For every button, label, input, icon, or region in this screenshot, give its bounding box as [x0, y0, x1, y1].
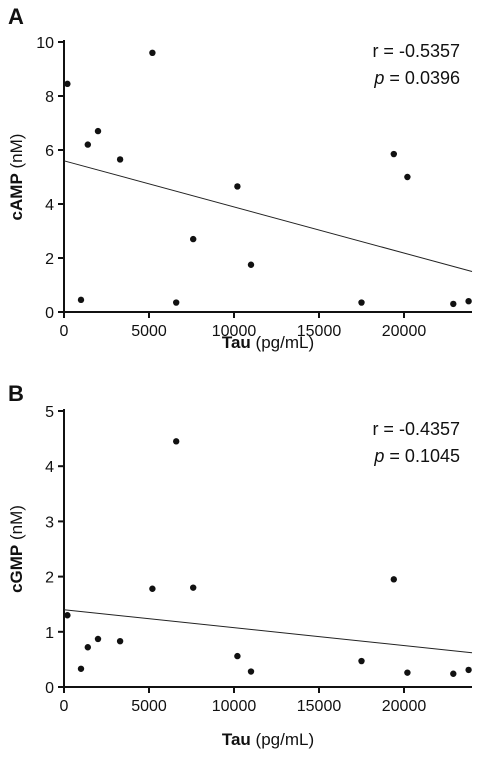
panel-a: A 0 2 4 6 8 10 0 5000 10000 15000 20000 Tau (pg/mL) c… [7, 4, 473, 352]
scatter-chart-b: B 0 1 2 3 4 5 0 5000 10000 15000 20000 Tau (pg/mL) cG… [7, 381, 473, 749]
x-tick-label: 0 [60, 698, 69, 715]
data-point [234, 652, 241, 660]
y-tick-label: 6 [45, 143, 54, 160]
stat-p-symbol: p [373, 446, 384, 466]
panel-b: B 0 1 2 3 4 5 0 5000 10000 15000 20000 Tau (pg/mL) cG… [0, 379, 479, 758]
stat-p: p = 0.1045 [373, 446, 460, 466]
data-point [465, 298, 472, 305]
data-point [94, 127, 102, 135]
data-point [404, 173, 411, 181]
y-axis-title-main: cAMP [7, 173, 26, 220]
data-point [84, 141, 92, 148]
stat-r: r = -0.4357 [372, 419, 460, 439]
y-axis-title-unit: (nM) [7, 505, 26, 545]
data-point [84, 644, 92, 651]
panel-label: A [8, 4, 24, 29]
x-tick-label: 5000 [131, 323, 167, 340]
stat-p-value: = 0.1045 [384, 446, 460, 466]
x-tick-label: 20000 [382, 698, 427, 715]
x-tick-label: 10000 [212, 698, 257, 715]
x-tick-label: 0 [60, 323, 69, 340]
data-point [358, 657, 365, 665]
x-tick-label: 15000 [297, 698, 342, 715]
y-tick-label: 4 [45, 459, 54, 476]
stat-p-value: = 0.0396 [384, 68, 460, 88]
data-point [358, 299, 365, 306]
data-point [149, 585, 156, 592]
data-point [247, 668, 255, 675]
x-tick-label: 20000 [382, 323, 427, 340]
y-axis-title: cAMP (nM) [7, 134, 26, 221]
y-tick-label: 4 [45, 197, 54, 214]
x-axis-title-unit: (pg/mL) [251, 730, 314, 749]
data-point [404, 669, 411, 676]
x-axis-title-main: Tau [222, 730, 251, 749]
data-point [64, 612, 71, 619]
data-point [173, 299, 180, 306]
data-point [390, 150, 397, 158]
data-point [450, 300, 457, 308]
y-tick-label: 0 [45, 305, 54, 322]
stat-r: r = -0.5357 [372, 41, 460, 61]
data-point [465, 666, 472, 674]
data-point [77, 665, 85, 672]
x-axis-title-main: Tau [222, 333, 251, 352]
y-tick-label: 3 [45, 514, 54, 531]
data-point [94, 635, 102, 643]
x-axis-title: Tau (pg/mL) [222, 333, 314, 352]
data-point [116, 637, 124, 645]
x-axis-title-unit: (pg/mL) [251, 333, 314, 352]
x-axis-title: Tau (pg/mL) [222, 730, 314, 749]
y-tick-label: 0 [45, 680, 54, 697]
y-axis-title-main: cGMP [7, 545, 26, 593]
y-tick-label: 2 [45, 570, 54, 587]
data-point [64, 80, 71, 88]
data-point [190, 235, 197, 243]
data-point [234, 183, 241, 190]
x-tick-label: 5000 [131, 698, 167, 715]
y-tick-label: 10 [36, 35, 54, 52]
data-point [247, 261, 255, 268]
data-point [149, 49, 156, 56]
panel-label: B [8, 381, 24, 406]
stat-p: p = 0.0396 [373, 68, 460, 88]
x-tick-label: 15000 [297, 323, 342, 340]
stat-p-symbol: p [373, 68, 384, 88]
y-tick-label: 5 [45, 404, 54, 421]
x-tick-label: 10000 [212, 323, 257, 340]
data-point [450, 670, 457, 677]
regression-line [63, 609, 473, 654]
y-tick-label: 1 [45, 625, 54, 642]
y-tick-label: 2 [45, 251, 54, 268]
y-axis-title-unit: (nM) [7, 134, 26, 174]
data-point [190, 584, 197, 591]
y-axis-title: cGMP (nM) [7, 505, 26, 593]
scatter-chart-a: A 0 2 4 6 8 10 0 5000 10000 15000 20000 Tau (pg/mL) c… [7, 4, 473, 352]
regression-line [63, 160, 473, 272]
data-point [77, 296, 85, 304]
data-point [116, 156, 124, 163]
data-point [173, 438, 180, 445]
y-tick-label: 8 [45, 89, 54, 106]
data-point [390, 576, 397, 583]
